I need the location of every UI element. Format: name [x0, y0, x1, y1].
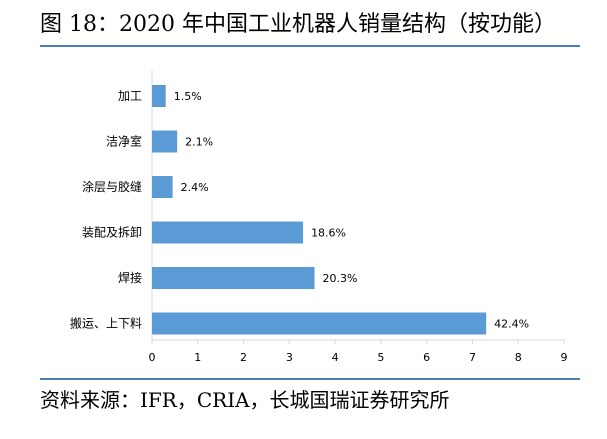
title-underline — [40, 45, 580, 47]
x-tick-label-4: 4 — [332, 351, 339, 364]
x-tick-label-6: 6 — [423, 351, 430, 364]
data-label-1: 2.1% — [185, 136, 213, 149]
data-label-3: 18.6% — [311, 227, 346, 240]
data-label-5: 42.4% — [494, 318, 529, 331]
bar-2 — [152, 176, 173, 198]
category-label-2: 涂层与胶缝 — [82, 179, 142, 194]
data-label-4: 20.3% — [323, 272, 358, 285]
x-tick-label-5: 5 — [377, 351, 384, 364]
category-label-0: 加工 — [118, 89, 142, 103]
x-tick-label-9: 9 — [561, 351, 568, 364]
x-tick-label-1: 1 — [194, 351, 201, 364]
category-label-4: 焊接 — [118, 270, 142, 285]
category-label-5: 搬运、上下料 — [70, 316, 142, 331]
x-tick-label-0: 0 — [149, 351, 156, 364]
bar-chart: 加工 1.5% 洁净室 2.1% 涂层与胶缝 2.4% 装配及拆卸 18.6% 焊接 20.3% 搬… — [70, 70, 568, 364]
x-tick-label-8: 8 — [515, 351, 522, 364]
x-tick-label-7: 7 — [469, 351, 476, 364]
data-label-2: 2.4% — [181, 181, 209, 194]
source-rule — [40, 378, 580, 380]
bar-1 — [152, 130, 178, 153]
figure-title: 图 18：2020 年中国工业机器人销量结构（按功能） — [40, 12, 556, 37]
data-label-0: 1.5% — [174, 90, 202, 103]
bar-5 — [152, 312, 487, 335]
category-label-1: 洁净室 — [106, 134, 142, 149]
category-label-3: 装配及拆卸 — [82, 225, 142, 240]
chart-area: 加工 1.5% 洁净室 2.1% 涂层与胶缝 2.4% 装配及拆卸 18.6% 焊接 20.3% 搬… — [0, 50, 607, 375]
bar-4 — [152, 267, 315, 289]
bar-3 — [152, 221, 304, 244]
x-tick-label-3: 3 — [286, 351, 293, 364]
x-tick-label-2: 2 — [240, 351, 247, 364]
source-note: 资料来源：IFR，CRIA，长城国瑞证券研究所 — [40, 388, 450, 412]
bar-0 — [152, 85, 166, 107]
